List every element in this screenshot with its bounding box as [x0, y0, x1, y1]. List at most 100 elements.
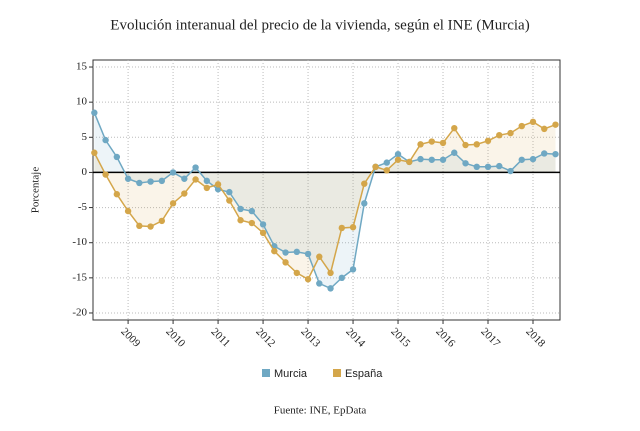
- point: [518, 156, 525, 163]
- point: [338, 224, 345, 232]
- chart-title: Evolución interanual del precio de la vi…: [110, 17, 529, 33]
- y-tick-label: 10: [76, 96, 88, 108]
- point: [136, 179, 143, 187]
- y-tick-label: -15: [72, 271, 87, 283]
- point: [248, 207, 256, 215]
- point: [394, 156, 402, 163]
- point: [248, 219, 256, 227]
- source: Fuente: INE, EpData: [274, 405, 367, 417]
- point: [203, 184, 211, 192]
- point: [439, 139, 447, 147]
- point: [439, 156, 447, 163]
- point: [338, 274, 345, 282]
- point: [406, 158, 413, 166]
- point: [327, 285, 334, 292]
- plot-frame: [92, 59, 561, 321]
- point: [169, 169, 177, 176]
- point: [417, 155, 424, 163]
- point: [282, 249, 289, 256]
- point: [383, 167, 390, 174]
- point: [518, 122, 525, 130]
- legend-label: Murcia: [274, 368, 308, 380]
- point: [102, 171, 109, 178]
- point: [327, 269, 334, 277]
- point: [552, 121, 559, 128]
- point: [169, 200, 177, 207]
- point: [226, 197, 233, 204]
- point: [529, 118, 537, 126]
- point: [462, 160, 469, 167]
- point: [394, 150, 402, 158]
- point: [428, 138, 435, 145]
- y-tick-label: -20: [72, 307, 87, 319]
- y-tick-label: 0: [82, 166, 88, 178]
- point: [124, 207, 132, 215]
- point: [147, 178, 154, 185]
- x-tick-label: 2011: [209, 326, 233, 350]
- y-tick-label: -5: [78, 201, 88, 213]
- point: [293, 269, 301, 277]
- x-tick-label: 2014: [343, 326, 367, 350]
- y-tick-label: -10: [72, 236, 87, 248]
- point: [192, 164, 199, 171]
- point: [462, 141, 469, 149]
- point: [91, 109, 98, 116]
- point: [158, 217, 166, 225]
- point: [282, 259, 289, 266]
- point: [102, 136, 109, 144]
- point: [316, 280, 323, 287]
- point: [158, 177, 166, 185]
- area: [94, 121, 556, 280]
- point: [484, 163, 492, 171]
- y-tick-label: 15: [76, 61, 88, 73]
- point: [124, 175, 132, 182]
- x-tick-label: 2015: [388, 326, 412, 350]
- point: [507, 167, 514, 175]
- point: [181, 190, 188, 197]
- point: [147, 223, 154, 230]
- point: [361, 200, 368, 207]
- y-tick-label: 5: [82, 131, 88, 143]
- point: [349, 266, 357, 273]
- point: [541, 125, 548, 133]
- legend-label: España: [345, 368, 383, 380]
- point: [417, 141, 424, 148]
- point: [237, 205, 244, 213]
- x-tick-label: 2013: [298, 326, 322, 350]
- point: [214, 181, 222, 188]
- point: [451, 124, 458, 132]
- point: [451, 149, 458, 156]
- point: [428, 156, 435, 163]
- y-axis-label: Porcentaje: [30, 167, 42, 214]
- x-tick-label: 2009: [118, 326, 142, 350]
- point: [372, 163, 379, 171]
- point: [541, 150, 548, 157]
- point: [496, 131, 503, 139]
- x-tick-label: 2017: [478, 326, 502, 350]
- x-tick-label: 2016: [433, 326, 457, 350]
- point: [226, 188, 233, 196]
- point: [552, 150, 559, 158]
- point: [192, 176, 199, 183]
- point: [361, 180, 368, 187]
- point: [304, 276, 312, 283]
- area: [94, 112, 556, 289]
- point: [496, 162, 503, 170]
- point: [349, 224, 357, 231]
- point: [507, 129, 514, 137]
- x-tick-label: 2018: [523, 326, 547, 350]
- point: [383, 159, 390, 166]
- point: [473, 141, 480, 148]
- x-tick-label: 2010: [163, 326, 187, 350]
- point: [91, 149, 98, 156]
- point: [181, 175, 188, 182]
- point: [203, 177, 211, 185]
- x-tick-label: 2012: [253, 326, 277, 350]
- point: [136, 222, 143, 230]
- point: [316, 253, 323, 260]
- point: [259, 229, 267, 237]
- point: [484, 137, 492, 145]
- point: [113, 191, 121, 198]
- point: [259, 221, 267, 228]
